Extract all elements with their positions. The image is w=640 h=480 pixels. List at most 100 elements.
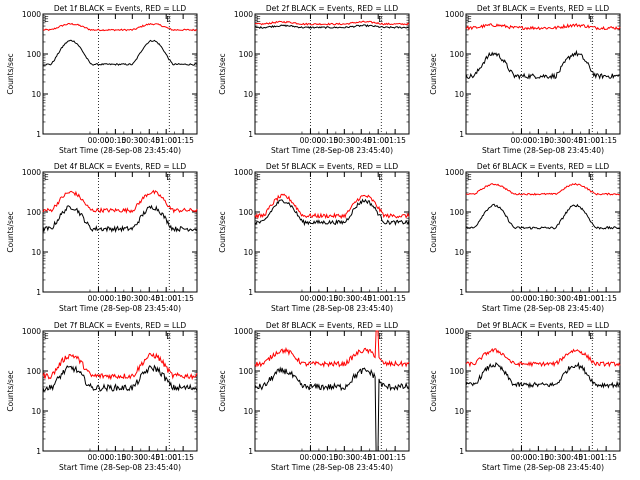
series-line-lld <box>254 193 410 220</box>
plot-frame <box>42 13 198 135</box>
x-tick-label: 01:00 <box>155 453 177 462</box>
series-line-events <box>42 204 198 234</box>
x-tick-label: 01:15 <box>172 294 194 303</box>
x-tick-label: 00:15 <box>317 453 339 462</box>
x-tick-label: 00:15 <box>528 136 550 145</box>
y-tick-label: 10 <box>31 248 41 257</box>
y-tick-label: 1 <box>459 447 464 456</box>
series-line-lld <box>465 348 621 368</box>
x-tick-label: 01:00 <box>155 294 177 303</box>
series-line-events <box>254 198 410 227</box>
chart-panel-3: Det 3f BLACK = Events, RED = LLD 1 10 100 10… <box>429 4 621 155</box>
y-tick-label: 10 <box>243 248 253 257</box>
x-tick-label: 00:00 <box>300 453 322 462</box>
chart-panel-6: Det 6f BLACK = Events, RED = LLD 1 10 100 10… <box>429 162 621 313</box>
x-tick-label: 01:15 <box>172 136 194 145</box>
series-line-lld <box>42 22 198 32</box>
x-tick-label: 01:15 <box>384 136 406 145</box>
plot-frame <box>254 330 410 452</box>
x-axis-label: Start Time (28-Sep-08 23:45:40) <box>271 146 393 155</box>
x-tick-label: 00:30 <box>334 294 356 303</box>
y-axis-label: Counts/sec <box>218 370 227 411</box>
y-tick-label: 100 <box>239 50 254 59</box>
y-tick-label: 10 <box>454 248 464 257</box>
x-tick-label: 00:15 <box>105 453 127 462</box>
chart-title: Det 8f BLACK = Events, RED = LLD <box>266 321 399 330</box>
series-line-lld <box>42 189 198 214</box>
chart-title: Det 7f BLACK = Events, RED = LLD <box>54 321 187 330</box>
y-tick-label: 1000 <box>234 327 253 336</box>
x-tick-label: 00:15 <box>528 294 550 303</box>
y-axis-label: Counts/sec <box>429 53 438 94</box>
x-tick-label: 00:00 <box>300 294 322 303</box>
x-tick-label: 00:30 <box>122 136 144 145</box>
series-line-lld <box>465 23 621 31</box>
chart-panel-5: Det 5f BLACK = Events, RED = LLD 1 10 100 10… <box>218 162 410 313</box>
y-tick-label: 10 <box>243 407 253 416</box>
y-tick-label: 10 <box>243 90 253 99</box>
y-tick-label: 1 <box>459 288 464 297</box>
x-tick-label: 00:45 <box>561 453 583 462</box>
y-tick-label: 100 <box>27 50 42 59</box>
series-line-lld <box>42 352 198 381</box>
x-tick-label: 01:00 <box>367 136 389 145</box>
y-tick-label: 1 <box>248 447 253 456</box>
x-tick-label: 00:30 <box>334 136 356 145</box>
chart-title: Det 1f BLACK = Events, RED = LLD <box>54 4 187 13</box>
event-marker-label: E <box>467 332 472 341</box>
plot-frame <box>42 171 198 293</box>
x-tick-label: 01:00 <box>578 453 600 462</box>
x-tick-label: 00:15 <box>105 136 127 145</box>
event-marker-label: E <box>44 15 49 24</box>
event-marker-label: E <box>378 15 383 24</box>
x-axis-label: Start Time (28-Sep-08 23:45:40) <box>271 304 393 313</box>
event-marker-label: E <box>589 173 594 182</box>
event-marker-label: E <box>44 332 49 341</box>
x-tick-label: 00:15 <box>105 294 127 303</box>
y-tick-label: 100 <box>450 367 465 376</box>
y-tick-label: 1000 <box>445 10 464 19</box>
y-tick-label: 1 <box>36 447 41 456</box>
series-line-lld <box>254 330 410 368</box>
x-tick-label: 00:15 <box>317 294 339 303</box>
x-tick-label: 00:00 <box>88 294 110 303</box>
y-axis-label: Counts/sec <box>218 211 227 252</box>
x-tick-label: 00:00 <box>300 136 322 145</box>
plot-frame <box>465 13 621 135</box>
x-tick-label: 00:30 <box>545 136 567 145</box>
event-marker-label: E <box>166 15 171 24</box>
x-tick-label: 00:45 <box>138 453 160 462</box>
event-marker-label: E <box>256 15 261 24</box>
y-tick-label: 100 <box>239 367 254 376</box>
y-tick-label: 1 <box>36 130 41 139</box>
chart-panel-1: Det 1f BLACK = Events, RED = LLD 1 10 100 10… <box>6 4 198 155</box>
x-tick-label: 01:15 <box>595 453 617 462</box>
x-tick-label: 00:00 <box>511 136 533 145</box>
x-tick-label: 00:30 <box>334 453 356 462</box>
series-line-events <box>465 361 621 389</box>
plot-frame <box>465 330 621 452</box>
y-axis-label: Counts/sec <box>6 211 15 252</box>
y-tick-label: 1 <box>459 130 464 139</box>
x-axis-label: Start Time (28-Sep-08 23:45:40) <box>59 304 181 313</box>
x-tick-label: 00:45 <box>138 136 160 145</box>
chart-panel-9: Det 9f BLACK = Events, RED = LLD 1 10 100 10… <box>429 321 621 472</box>
x-tick-label: 00:45 <box>350 453 372 462</box>
series-line-lld <box>465 182 621 196</box>
x-tick-label: 00:30 <box>545 294 567 303</box>
y-axis-label: Counts/sec <box>6 53 15 94</box>
x-tick-label: 00:00 <box>511 294 533 303</box>
event-marker-label: E <box>256 173 261 182</box>
chart-title: Det 4f BLACK = Events, RED = LLD <box>54 162 187 171</box>
x-tick-label: 00:00 <box>511 453 533 462</box>
event-marker-label: E <box>378 332 383 341</box>
chart-title: Det 3f BLACK = Events, RED = LLD <box>477 4 610 13</box>
x-tick-label: 01:00 <box>578 136 600 145</box>
series-line-events <box>255 24 410 30</box>
plot-frame <box>254 13 410 135</box>
event-marker-label: E <box>589 15 594 24</box>
y-axis-label: Counts/sec <box>429 370 438 411</box>
event-marker-label: E <box>166 332 171 341</box>
y-axis-label: Counts/sec <box>218 53 227 94</box>
y-axis-label: Counts/sec <box>429 211 438 252</box>
